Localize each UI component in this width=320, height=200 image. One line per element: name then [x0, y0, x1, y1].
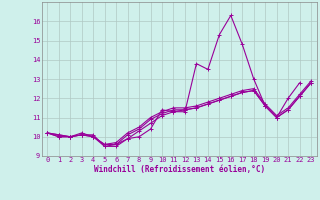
X-axis label: Windchill (Refroidissement éolien,°C): Windchill (Refroidissement éolien,°C) [94, 165, 265, 174]
